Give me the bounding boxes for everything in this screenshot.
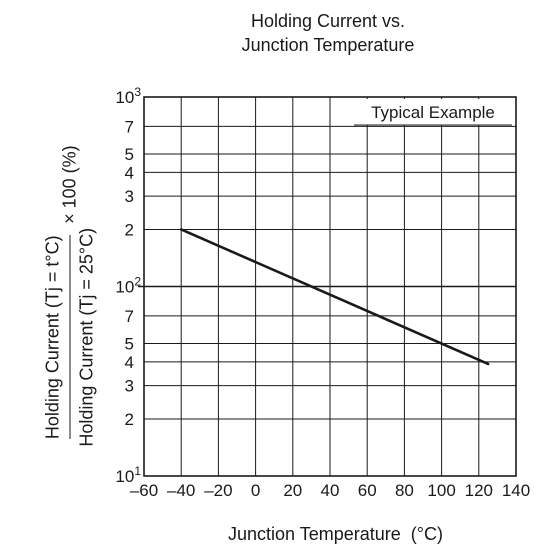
- y-denominator-label: Holding Current: [76, 320, 97, 447]
- x-tick-label: 140: [502, 481, 530, 500]
- y-tick-label: 5: [125, 335, 134, 354]
- plot-frame: [143, 96, 517, 477]
- y-tick-label: 4: [125, 353, 134, 372]
- series: [179, 228, 490, 366]
- x-axis-label: Junction Temperature (°C): [228, 524, 443, 544]
- x-tick-label: –60: [130, 481, 158, 500]
- annotation-text: Typical Example: [371, 103, 495, 122]
- y-axis-label: Holding Current (Tj = t°C) Holding Curre…: [42, 131, 98, 461]
- annotation: Typical Example: [352, 99, 514, 126]
- x-tick-label: 20: [283, 481, 302, 500]
- y-tick-label: 5: [125, 145, 134, 164]
- x-tick-label: 60: [358, 481, 377, 500]
- series-line: [179, 228, 490, 366]
- y-numerator-label: Holding Current: [42, 313, 63, 440]
- y-axis-numerator: Holding Current (Tj = t°C): [42, 235, 71, 440]
- y-axis-fraction: Holding Current (Tj = t°C) Holding Curre…: [42, 228, 98, 447]
- x-tick-label: –20: [204, 481, 232, 500]
- y-denominator-cond: (Tj = 25°C): [76, 227, 97, 316]
- y-tick-label: 3: [125, 377, 134, 396]
- y-tick-label: 3: [125, 187, 134, 206]
- y-axis-suffix: × 100 (%): [59, 145, 80, 224]
- y-axis-denominator: Holding Current (Tj = 25°C): [71, 228, 98, 447]
- x-tick-label: –40: [167, 481, 195, 500]
- annotation-box: [352, 99, 514, 125]
- y-tick-label: 7: [125, 117, 134, 136]
- x-tick-label: 120: [465, 481, 493, 500]
- y-tick-label: 101: [115, 464, 141, 486]
- grid: [138, 97, 516, 476]
- y-tick-label: 4: [125, 163, 134, 182]
- tick-labels: –60 –40 –20 0 20 40 60 80 100 120 1401037543210275…: [115, 85, 530, 500]
- y-tick-label: 7: [125, 307, 134, 326]
- x-tick-label: 40: [321, 481, 340, 500]
- x-tick-label: 100: [427, 481, 455, 500]
- x-tick-label: 0: [251, 481, 260, 500]
- y-tick-label: 2: [125, 410, 134, 429]
- x-tick-label: 80: [395, 481, 414, 500]
- y-numerator-cond: (Tj = t°C): [42, 235, 63, 309]
- chart-title-line2: Junction Temperature: [241, 35, 415, 55]
- y-tick-label: 103: [115, 85, 141, 107]
- y-tick-label: 102: [115, 275, 141, 297]
- chart-title-line1: Holding Current vs.: [250, 11, 406, 31]
- y-tick-label: 2: [125, 220, 134, 239]
